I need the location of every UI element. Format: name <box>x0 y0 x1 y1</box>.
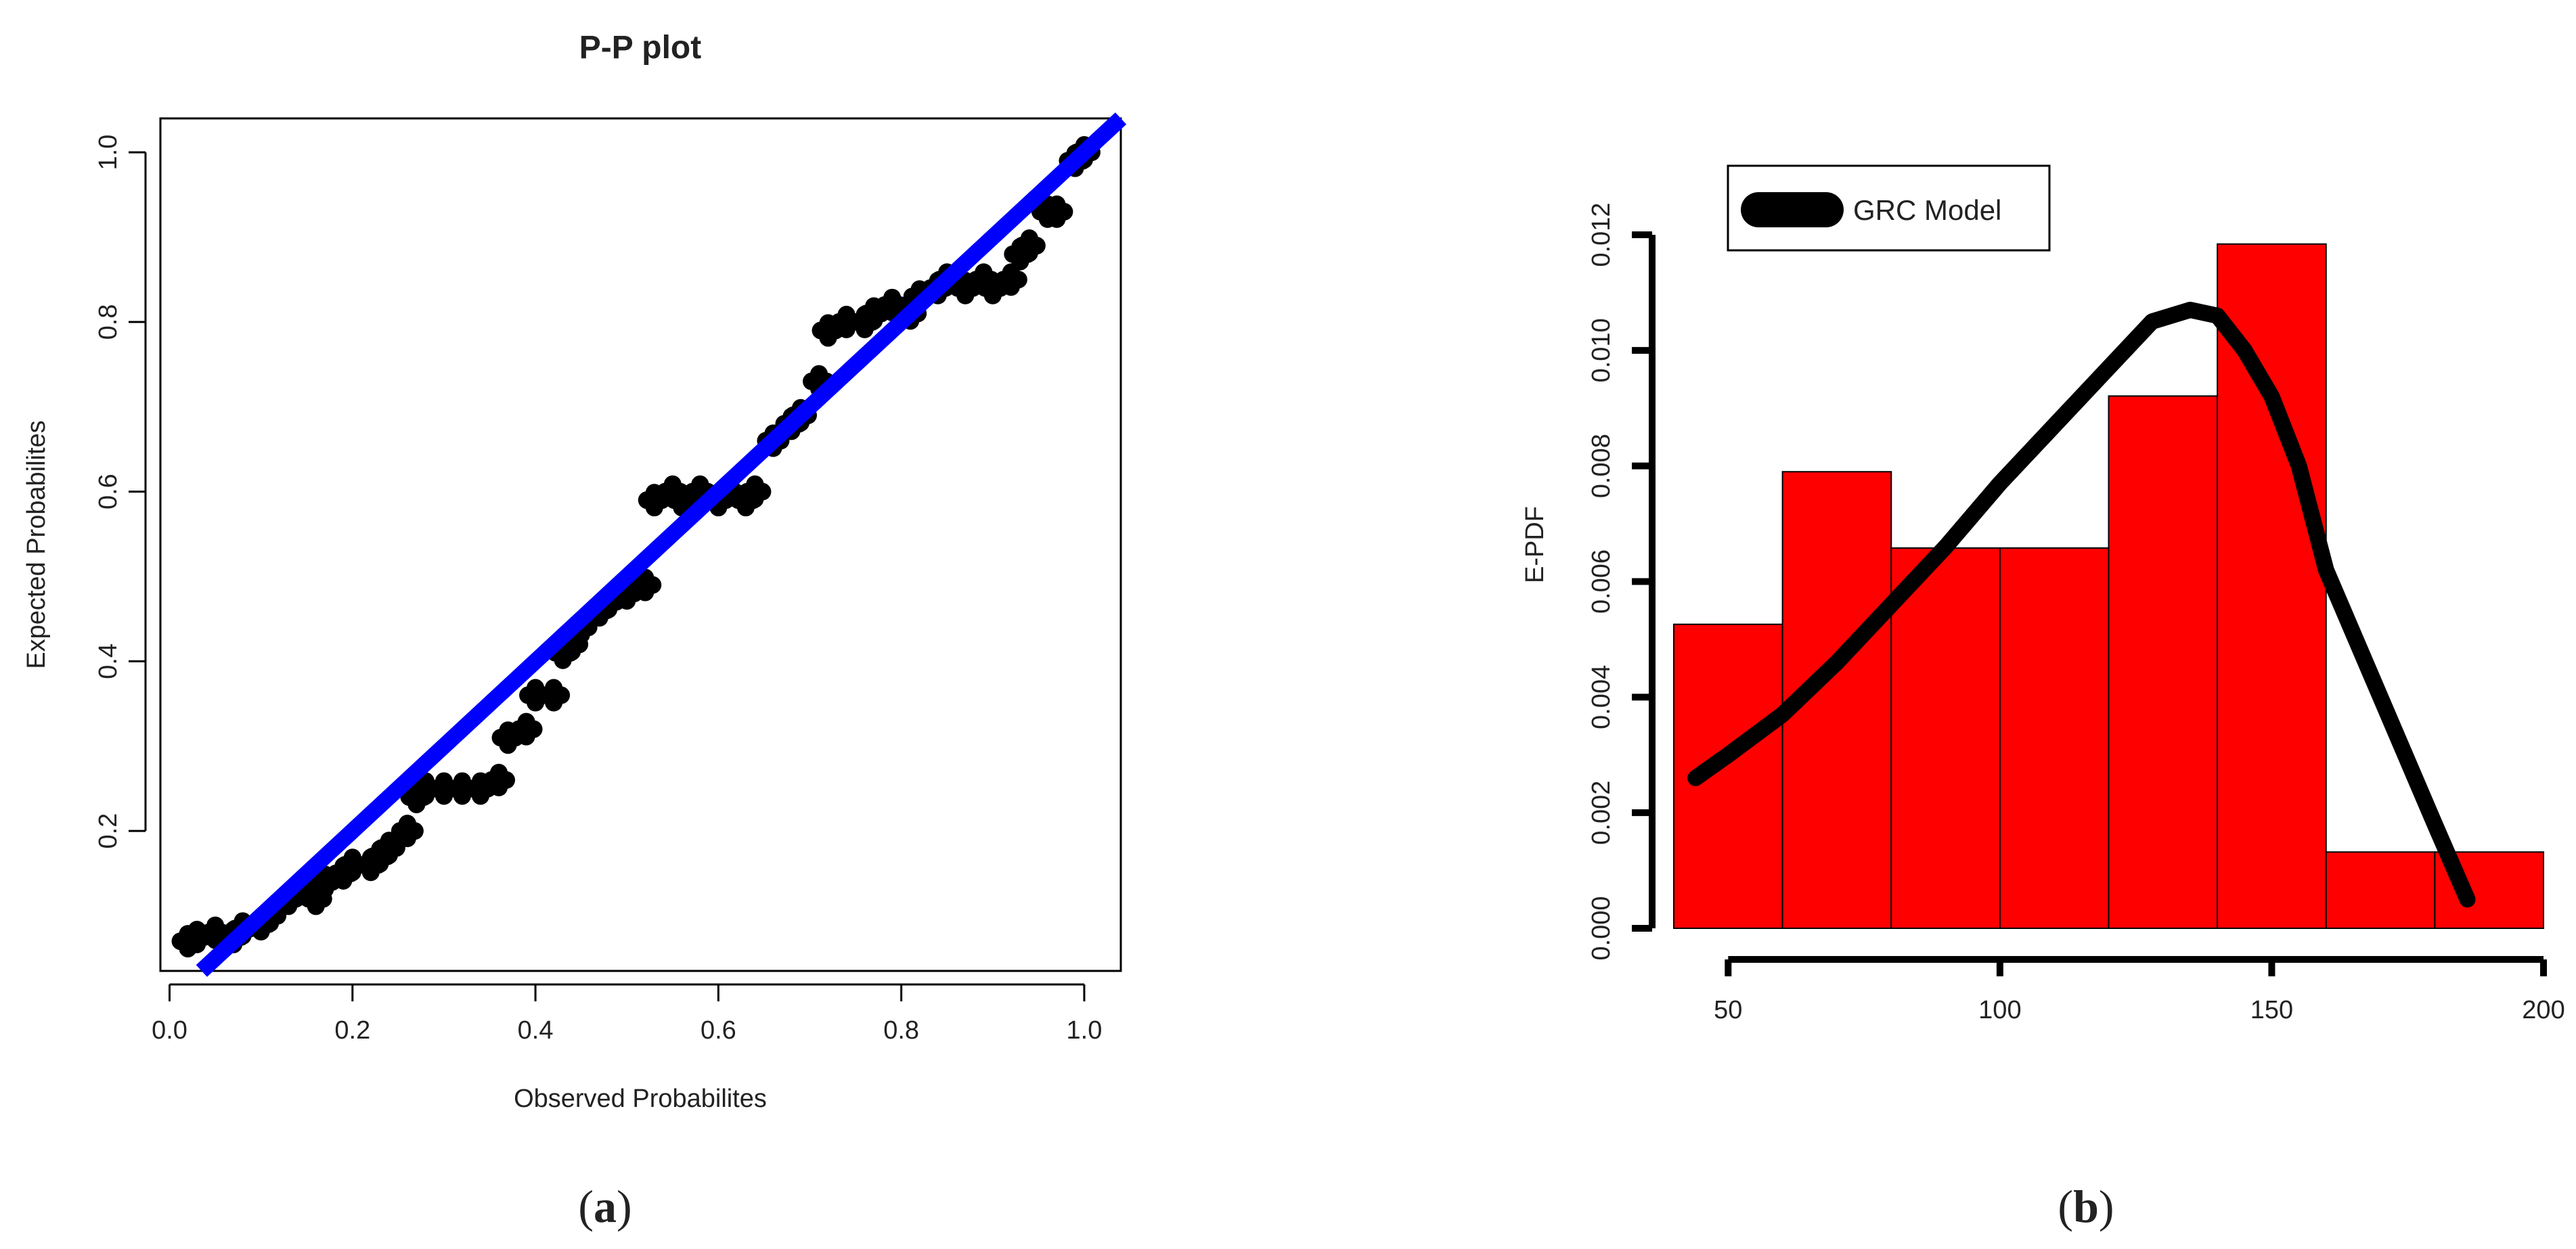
pp-plot-x-axis: 0.0 0.2 0.4 0.6 0.8 1.0 <box>152 983 1103 1045</box>
data-point <box>483 763 516 796</box>
y-tick-label: 0.010 <box>1587 318 1616 382</box>
pp-plot-title: P-P plot <box>579 30 701 66</box>
pp-plot-panel: P-P plot 0.0 0.2 0.4 0.6 0.8 1.0 0.2 0.4 0.6 0.8… <box>22 30 1127 1232</box>
histogram-bar <box>1890 547 2001 929</box>
x-tick-label: 50 <box>1714 996 1742 1024</box>
y-tick-label: 1.0 <box>94 135 123 171</box>
grc-model-curve-group <box>1687 302 2476 908</box>
y-tick-label: 0.008 <box>1587 434 1616 498</box>
data-point <box>629 568 662 601</box>
y-tick-label: 0.012 <box>1587 202 1616 267</box>
grc-model-curve <box>1687 302 2476 908</box>
data-point <box>738 475 772 508</box>
histogram-x-axis: 50 100 150 200 <box>1714 956 2565 1024</box>
histogram-y-label: E-PDF <box>1521 506 1549 583</box>
data-point <box>510 712 543 746</box>
pp-plot-reference-line-group <box>196 112 1127 977</box>
data-point <box>1040 195 1073 228</box>
panel-b-caption: (b) <box>2058 1181 2114 1232</box>
x-tick-label: 0.0 <box>152 1016 187 1045</box>
y-tick-label: 0.6 <box>94 474 123 509</box>
data-point <box>1013 229 1046 263</box>
y-tick-label: 0.004 <box>1587 665 1616 729</box>
histogram-legend: GRC Model <box>1727 164 2051 252</box>
histogram-y-axis: 0.000 0.002 0.004 0.006 0.008 0.010 0.012 <box>1587 202 1656 961</box>
panel-b-letter: b <box>2073 1181 2099 1232</box>
histogram-bars <box>1673 243 2544 929</box>
y-tick-label: 0.8 <box>94 304 123 340</box>
legend-entry-grc-model: GRC Model <box>1853 194 2001 226</box>
histogram-bar <box>1999 547 2110 929</box>
x-tick-label: 150 <box>2250 996 2293 1024</box>
data-point <box>994 263 1027 296</box>
x-tick-label: 200 <box>2522 996 2564 1024</box>
panel-a-letter: a <box>594 1181 617 1232</box>
epdf-histogram-panel: 50 100 150 200 0.0000.0020.0040.0060.0080.0… <box>1521 164 2565 1232</box>
y-tick-label: 0.002 <box>1587 781 1616 845</box>
histogram-bar <box>2325 851 2436 929</box>
histogram-bar <box>2217 243 2327 929</box>
y-tick-label: 0.000 <box>1587 896 1616 960</box>
y-tick-label: 0.4 <box>94 643 123 679</box>
x-tick-label: 100 <box>1978 996 2021 1024</box>
reference-line <box>196 112 1127 977</box>
x-tick-label: 1.0 <box>1067 1016 1103 1045</box>
x-tick-label: 0.4 <box>518 1016 554 1045</box>
y-tick-label: 0.2 <box>94 813 123 849</box>
y-tick-label: 0.006 <box>1587 549 1616 614</box>
x-tick-label: 0.8 <box>883 1016 919 1045</box>
pp-plot-y-label: Expected Probabilites <box>22 420 51 669</box>
pp-plot-y-axis: 0.2 0.4 0.6 0.8 1.0 <box>94 135 147 849</box>
pp-plot-frame <box>159 117 1122 972</box>
pp-plot-x-label: Observed Probabilites <box>514 1085 767 1113</box>
panel-a-caption: (a) <box>578 1181 631 1232</box>
x-tick-label: 0.6 <box>701 1016 736 1045</box>
data-point <box>537 679 571 712</box>
data-point <box>391 815 424 848</box>
x-tick-label: 0.2 <box>334 1016 370 1045</box>
histogram-bar <box>2108 395 2219 929</box>
